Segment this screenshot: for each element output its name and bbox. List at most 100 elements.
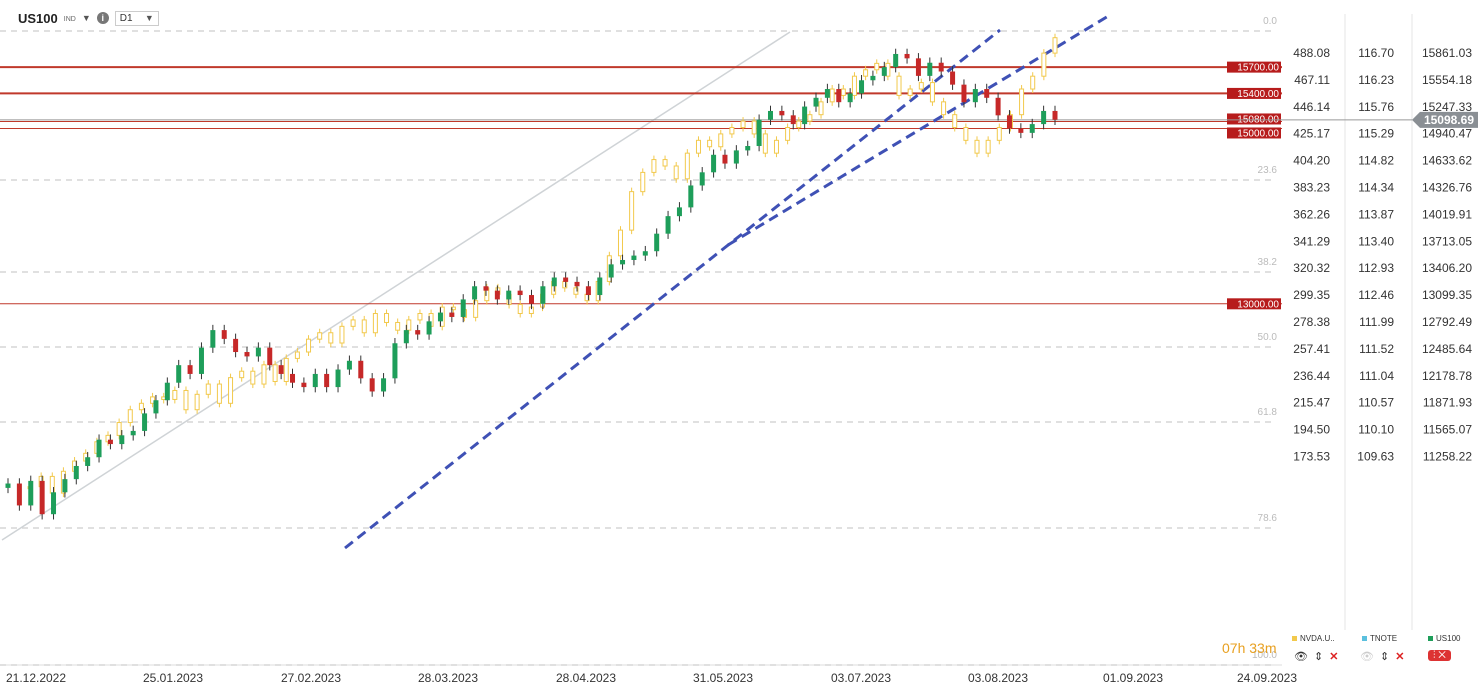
- us100-candle: [130, 430, 136, 436]
- nvda-candle: [796, 120, 802, 129]
- us100-candle: [779, 110, 785, 116]
- tnote-tick-label: 110.57: [1358, 396, 1394, 410]
- nvda-candle: [294, 351, 300, 359]
- us100-candle: [437, 312, 443, 322]
- nvda-candle: [707, 139, 713, 148]
- us100-candle: [1052, 110, 1058, 120]
- info-icon[interactable]: i: [96, 12, 109, 24]
- us100-controls: ⫶ ✕: [1428, 650, 1451, 661]
- chevron-down-icon[interactable]: ▼: [81, 13, 91, 23]
- channel-line-lower: [344, 28, 1001, 550]
- x-tick-label: 27.02.2023: [281, 671, 341, 685]
- fib-label: 100.0: [1252, 650, 1277, 661]
- legend-item-tnote[interactable]: TNOTE: [1362, 634, 1397, 643]
- us100-candle: [950, 71, 956, 85]
- reorder-icon[interactable]: ⇕: [1379, 651, 1390, 663]
- us100-tick-label: 14326.76: [1422, 181, 1472, 195]
- us100-candle: [392, 343, 398, 379]
- eye-icon[interactable]: 👁: [1294, 651, 1308, 663]
- level-tag: [1227, 87, 1281, 99]
- nvda-candle: [172, 389, 178, 400]
- us100-candle: [517, 290, 523, 296]
- us100-candle: [107, 439, 113, 445]
- nvda-tick-label: 488.08: [1293, 46, 1330, 60]
- us100-candle: [836, 89, 842, 103]
- tnote-tick-label: 110.10: [1358, 423, 1394, 437]
- nvda-candle: [929, 82, 935, 103]
- us100-candle: [1041, 110, 1047, 125]
- nvda-candle: [272, 364, 278, 382]
- us100-candle: [233, 338, 239, 353]
- nvda-candle: [729, 127, 735, 135]
- us100-candle: [938, 62, 944, 72]
- us100-candle: [358, 360, 364, 379]
- us100-candle: [813, 97, 819, 107]
- us100-candle: [802, 106, 808, 125]
- us100-candle: [153, 400, 159, 414]
- us100-candle: [824, 89, 830, 98]
- level-tag: [1227, 61, 1281, 73]
- us100-tick-label: 15861.03: [1422, 46, 1472, 60]
- tnote-tick-label: 114.34: [1358, 181, 1394, 195]
- nvda-candle: [361, 319, 367, 334]
- chart-type-button[interactable]: ⫶ ✕: [1428, 650, 1451, 661]
- legend-item-nvda[interactable]: NVDA.U..: [1292, 634, 1335, 643]
- level-tag-label: 15400.00: [1237, 89, 1279, 100]
- nvda-tick-label: 383.23: [1293, 181, 1330, 195]
- nvda-candle: [116, 422, 122, 436]
- us100-candle: [961, 84, 967, 103]
- tnote-tick-label: 115.76: [1358, 100, 1394, 114]
- level-tag: [1227, 113, 1281, 125]
- tnote-tick-label: 113.87: [1358, 207, 1394, 221]
- nvda-candle: [874, 62, 880, 71]
- timeframe-value: D1: [119, 12, 133, 24]
- us100-candle: [324, 373, 330, 388]
- close-icon[interactable]: ✕: [1395, 651, 1405, 663]
- fib-label: 0.0: [1263, 16, 1277, 27]
- tnote-tick-label: 116.23: [1358, 73, 1394, 87]
- us100-tick-label: 14940.47: [1422, 127, 1472, 141]
- timeframe-select[interactable]: D1 ▼: [114, 10, 159, 26]
- eye-icon[interactable]: 👁: [1360, 651, 1374, 663]
- us100-candle: [1029, 124, 1035, 133]
- us100-candle: [62, 479, 68, 493]
- us100-candle: [267, 347, 273, 366]
- us100-candle: [585, 286, 591, 296]
- nvda-candle: [473, 300, 479, 318]
- trend-line-gray: [1, 31, 791, 541]
- us100-candle: [859, 80, 865, 94]
- us100-candle: [790, 115, 796, 125]
- legend-swatch: [1362, 636, 1367, 641]
- reorder-icon[interactable]: ⇕: [1313, 651, 1324, 663]
- fib-label: 50.0: [1258, 332, 1278, 343]
- tnote-tick-label: 112.93: [1358, 261, 1394, 275]
- nvda-candle: [1041, 52, 1047, 77]
- close-icon[interactable]: ✕: [1329, 651, 1339, 663]
- us100-candle: [529, 295, 534, 304]
- us100-candle: [904, 53, 910, 59]
- nvda-candle: [818, 101, 824, 116]
- nvda-candle: [662, 159, 668, 167]
- legend-item-us100[interactable]: US100: [1428, 634, 1460, 643]
- nvda-candle: [785, 127, 791, 141]
- nvda-candle: [684, 152, 690, 180]
- us100-candle: [164, 382, 170, 401]
- tnote-tick-label: 111.99: [1359, 315, 1394, 329]
- us100-candle: [381, 378, 387, 392]
- us100-candle: [927, 62, 933, 76]
- us100-candle: [608, 264, 614, 278]
- chart-header: US100 IND ▼ i D1 ▼: [18, 8, 159, 28]
- us100-candle: [881, 67, 887, 76]
- us100-candle: [733, 150, 739, 164]
- nvda-tick-label: 278.38: [1293, 315, 1330, 329]
- nvda-candle: [194, 393, 200, 411]
- us100-candle: [346, 360, 352, 370]
- us100-tick-label: 11565.07: [1423, 423, 1472, 437]
- legend-label: NVDA.U..: [1300, 634, 1335, 643]
- symbol-type: IND: [63, 16, 76, 23]
- us100-candle: [972, 89, 978, 103]
- us100-candle: [551, 277, 557, 287]
- symbol-name[interactable]: US100: [18, 10, 58, 26]
- x-tick-label: 28.03.2023: [418, 671, 478, 685]
